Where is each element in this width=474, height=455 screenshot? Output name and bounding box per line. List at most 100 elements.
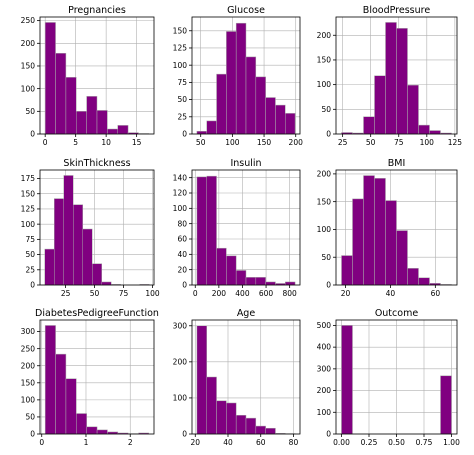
insulin-axes-frame: [191, 169, 301, 286]
glucose-histogram: 50 100 150 200 0 25 50 75 100 125 150 Glucose: [173, 5, 303, 147]
skin-thickness-y-tick-label: 150: [21, 189, 36, 198]
bmi-bar-2: [363, 175, 375, 286]
insulin-y-tick-label: 100: [173, 204, 188, 213]
blood-pressure-bar-3: [374, 75, 386, 135]
insulin-y-tick-label: 20: [177, 265, 187, 274]
outcome-y-tick-label: 400: [317, 343, 332, 352]
glucose-y-tick-label: 25: [177, 112, 187, 121]
glucose-y-tick-label: 100: [173, 61, 188, 70]
diabetes-pedigree-function-y-tick-label: 250: [21, 344, 36, 353]
age-histogram: 20 40 60 80 0 100 200 300 Age: [173, 308, 301, 447]
blood-pressure-x-tick-label: 100: [420, 138, 435, 147]
skin-thickness-bar-0: [44, 248, 55, 286]
bmi-bar-1: [352, 198, 364, 286]
diabetes-pedigree-function-x-tick-label: 0: [39, 438, 44, 447]
blood-pressure-bar-6: [407, 84, 419, 135]
diabetes-pedigree-function-y-tick-label: 50: [25, 413, 35, 422]
diabetes-pedigree-function-bar-4: [86, 426, 98, 435]
age-y-tick-label: 0: [182, 430, 187, 439]
blood-pressure-bar-2: [363, 116, 375, 135]
blood-pressure-x-tick-label: 25: [338, 138, 348, 147]
pregnancies-y-tick-label: 250: [21, 16, 36, 25]
age-bar-0: [196, 325, 207, 435]
blood-pressure-y-tick-label: 200: [317, 31, 332, 40]
glucose-x-tick-label: 50: [196, 138, 206, 147]
skin-thickness-bar-1: [54, 198, 64, 286]
pregnancies-bar-2: [65, 77, 77, 135]
skin-thickness-y-tick-label: 125: [21, 205, 36, 214]
diabetes-pedigree-function-y-tick-label: 300: [21, 327, 36, 336]
diabetes-pedigree-function-bar-5: [96, 429, 108, 435]
skin-thickness-y-tick-label: 100: [21, 220, 36, 229]
skin-thickness-y-tick-label: 25: [25, 265, 35, 274]
outcome-x-tick-label: 0.75: [416, 438, 433, 447]
insulin-x-tick-label: 400: [235, 289, 250, 298]
diabetes-pedigree-function-y-tick-label: 0: [30, 430, 35, 439]
outcome-bar-0: [341, 325, 353, 435]
pregnancies-y-tick-label: 100: [21, 84, 36, 93]
skin-thickness-y-tick-label: 175: [21, 174, 36, 183]
pregnancies-bar-3: [76, 111, 87, 135]
bmi-x-tick-label: 20: [341, 289, 351, 298]
glucose-axes-frame: [191, 16, 301, 135]
age-bar-1: [206, 376, 217, 435]
skin-thickness-bar-3: [73, 204, 83, 286]
pregnancies-x-tick-label: 0: [43, 138, 48, 147]
insulin-bar-1: [206, 175, 217, 286]
skin-thickness-y-tick-label: 0: [30, 281, 35, 290]
insulin-bar-4: [235, 270, 247, 286]
outcome-x-tick-label: 1.00: [443, 438, 460, 447]
skin-thickness-title: SkinThickness: [63, 158, 130, 169]
age-x-tick-label: 20: [190, 438, 200, 447]
glucose-bar-1: [206, 120, 217, 135]
insulin-title: Insulin: [230, 158, 261, 169]
outcome-bar-9: [440, 375, 452, 435]
pregnancies-y-tick-label: 150: [21, 62, 36, 71]
glucose-bar-9: [285, 113, 296, 135]
diabetes-pedigree-function-bar-1: [55, 353, 67, 435]
skin-thickness-x-tick-label: 75: [119, 289, 129, 298]
age-bar-5: [245, 417, 257, 435]
pregnancies-bar-5: [96, 110, 108, 135]
glucose-y-tick-label: 150: [173, 26, 188, 35]
pregnancies-bar-0: [44, 22, 56, 135]
age-y-tick-label: 100: [173, 394, 188, 403]
bmi-histogram: 20 40 60 0 50 100 150 200 BMI: [317, 158, 458, 298]
blood-pressure-x-tick-label: 50: [366, 138, 376, 147]
pregnancies-bar-6: [107, 128, 118, 135]
insulin-bar-6: [255, 277, 266, 286]
outcome-y-tick-label: 200: [317, 386, 332, 395]
insulin-y-tick-label: 60: [177, 235, 187, 244]
pregnancies-y-tick-label: 0: [30, 130, 35, 139]
glucose-y-tick-label: 0: [182, 130, 187, 139]
age-axes-frame: [191, 319, 301, 435]
bmi-title: BMI: [388, 158, 406, 169]
bmi-bar-4: [385, 200, 397, 286]
glucose-y-tick-label: 75: [177, 78, 187, 87]
blood-pressure-y-tick-label: 0: [326, 130, 331, 139]
blood-pressure-x-tick-label: 75: [394, 138, 404, 147]
insulin-x-tick-label: 0: [193, 289, 198, 298]
blood-pressure-y-tick-label: 100: [317, 80, 332, 89]
bmi-axes-frame: [335, 169, 458, 286]
blood-pressure-bar-5: [396, 28, 408, 135]
age-x-tick-label: 40: [223, 438, 233, 447]
insulin-bar-0: [196, 176, 207, 286]
pregnancies-bar-4: [86, 96, 98, 135]
outcome-title: Outcome: [375, 308, 419, 319]
glucose-bar-5: [245, 56, 257, 135]
pregnancies-bar-1: [55, 53, 67, 135]
diabetes-pedigree-function-bar-3: [76, 413, 87, 435]
bmi-y-tick-label: 100: [317, 225, 332, 234]
pregnancies-y-tick-label: 50: [25, 107, 35, 116]
outcome-y-tick-label: 300: [317, 364, 332, 373]
insulin-bar-7: [265, 281, 276, 286]
pregnancies-title: Pregnancies: [68, 5, 126, 16]
insulin-y-tick-label: 140: [173, 173, 188, 182]
age-bar-7: [265, 427, 276, 435]
blood-pressure-x-tick-label: 125: [448, 138, 463, 147]
glucose-bar-2: [216, 73, 227, 135]
outcome-x-tick-label: 0.25: [361, 438, 378, 447]
insulin-bar-5: [245, 277, 257, 286]
diabetes-pedigree-function-title: DiabetesPedigreeFunction: [35, 308, 159, 319]
